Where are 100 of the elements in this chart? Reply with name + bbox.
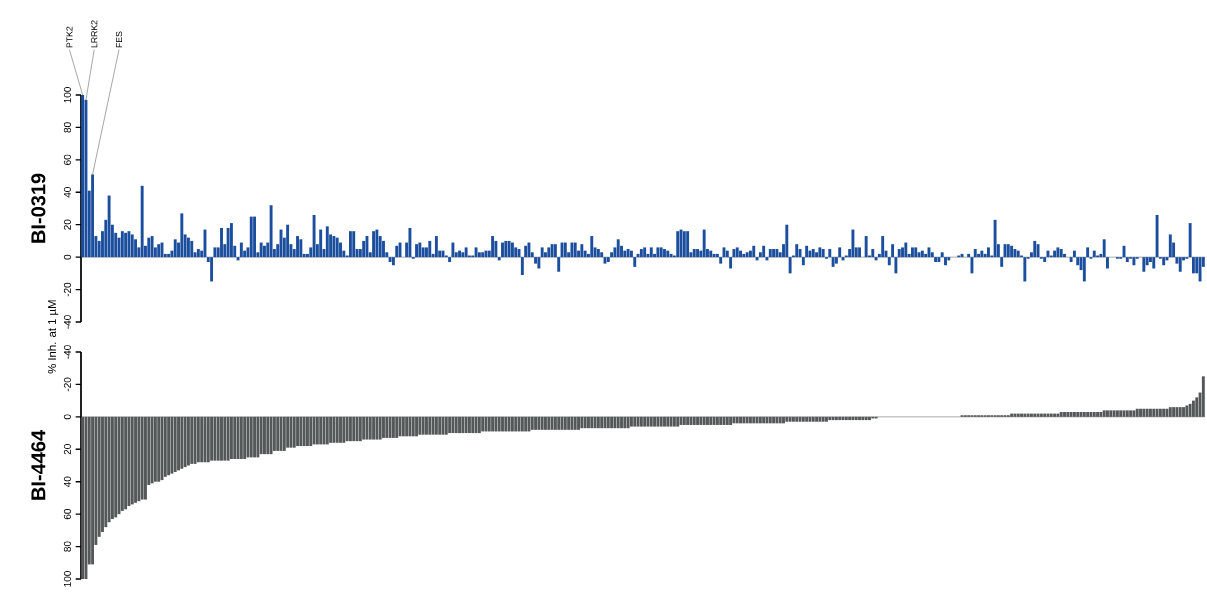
- bar: [348, 231, 352, 258]
- bar: [1036, 413, 1040, 417]
- bar: [659, 247, 663, 258]
- bar: [196, 249, 200, 258]
- bar: [1162, 257, 1166, 266]
- bar: [742, 416, 746, 424]
- bar: [828, 416, 832, 421]
- bar: [266, 416, 270, 455]
- y-tick-label: 100: [63, 571, 71, 587]
- bar: [854, 416, 858, 421]
- bar: [752, 416, 756, 424]
- bar: [732, 416, 736, 424]
- bar: [672, 416, 676, 427]
- bar: [226, 416, 230, 461]
- bar: [1132, 410, 1136, 417]
- bar: [818, 416, 822, 422]
- y-tick-label: -40: [63, 315, 71, 329]
- bar: [1158, 408, 1162, 417]
- bar: [464, 247, 468, 258]
- bar: [1069, 412, 1073, 417]
- bar: [243, 416, 247, 460]
- bar: [501, 242, 504, 258]
- bar: [451, 242, 455, 258]
- bar: [220, 228, 223, 258]
- bar: [772, 416, 776, 424]
- bar: [530, 416, 534, 430]
- bar: [286, 416, 290, 448]
- bar: [391, 416, 395, 439]
- bar: [910, 247, 914, 258]
- bar: [1182, 407, 1185, 417]
- text: PTK2: [66, 26, 73, 48]
- bar: [596, 416, 600, 429]
- bar: [1092, 412, 1096, 417]
- bar: [732, 249, 736, 258]
- bar: [818, 247, 822, 258]
- bar: [385, 416, 389, 439]
- bar: [629, 416, 633, 427]
- bar: [299, 239, 303, 258]
- bar: [246, 416, 250, 458]
- bar: [1198, 257, 1202, 282]
- bar: [329, 416, 333, 443]
- bar: [1089, 412, 1093, 417]
- bar: [788, 257, 792, 274]
- bar: [497, 257, 501, 261]
- bar: [467, 416, 471, 434]
- bar: [269, 205, 273, 258]
- bar: [378, 416, 382, 440]
- bar: [537, 416, 541, 430]
- bar: [851, 416, 855, 421]
- bar: [904, 242, 908, 258]
- bar: [434, 416, 438, 435]
- bar: [1086, 247, 1090, 258]
- bar: [104, 416, 108, 528]
- bar: [101, 416, 104, 533]
- bar: [167, 416, 171, 476]
- bar: [1026, 413, 1030, 417]
- bar: [1056, 247, 1060, 258]
- bar: [553, 244, 557, 258]
- bar: [838, 247, 842, 258]
- bar: [666, 250, 670, 258]
- bar: [1185, 405, 1189, 417]
- bar: [686, 231, 690, 258]
- bar: [286, 224, 290, 258]
- bar: [249, 416, 253, 458]
- bar: [791, 416, 795, 422]
- bar: [610, 416, 614, 429]
- bar: [1102, 239, 1106, 258]
- bar: [140, 185, 144, 258]
- bar: [712, 254, 716, 258]
- bar: [775, 249, 779, 258]
- bar: [805, 245, 809, 258]
- bar: [107, 195, 111, 258]
- bar: [173, 416, 177, 473]
- bar: [520, 257, 524, 276]
- bar: [448, 416, 452, 434]
- bar: [696, 416, 700, 426]
- bar: [914, 247, 918, 258]
- bar: [253, 416, 257, 458]
- text: BI-0319: [31, 173, 46, 243]
- bar: [312, 416, 316, 445]
- bar: [1129, 410, 1133, 417]
- bar: [167, 254, 171, 258]
- y-tick-label: 60: [63, 509, 71, 520]
- bar: [471, 416, 475, 434]
- bar: [296, 236, 299, 258]
- bar: [573, 242, 577, 258]
- bar: [461, 416, 465, 434]
- bar: [643, 247, 647, 258]
- bar: [127, 416, 131, 507]
- bar: [388, 257, 392, 263]
- bar: [504, 241, 508, 258]
- bar: [120, 231, 124, 258]
- bar: [408, 416, 412, 437]
- bar: [335, 416, 339, 443]
- bar: [795, 244, 799, 258]
- bar: [213, 416, 217, 461]
- bar: [263, 416, 266, 455]
- bar: [1106, 410, 1109, 417]
- bar: [269, 416, 273, 455]
- bar: [210, 416, 214, 461]
